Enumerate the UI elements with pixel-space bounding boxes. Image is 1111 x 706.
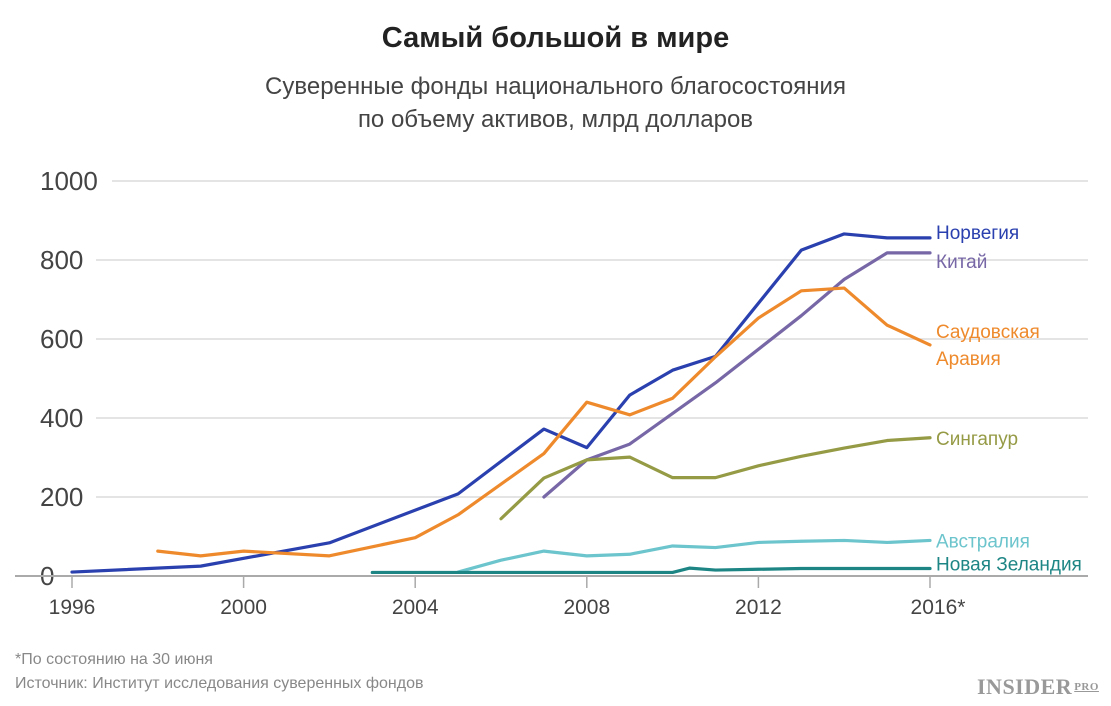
chart-subtitle-line-2: по объему активов, млрд долларов	[357, 106, 754, 133]
x-tick-label: 2016*	[911, 596, 966, 619]
x-tick-label: 2012	[735, 596, 782, 619]
series-label: Норвегия	[936, 223, 1019, 244]
y-tick-label: 800	[40, 245, 83, 275]
footnote: *По состоянию на 30 июня	[15, 651, 213, 668]
y-tick-label: 600	[40, 324, 83, 354]
series-label: Китай	[936, 252, 987, 273]
x-tick-label: 2004	[392, 596, 439, 619]
source-note: Источник: Институт исследования суверенн…	[15, 675, 424, 692]
series-label: Саудовская	[936, 322, 1040, 343]
x-tick-label: 2008	[563, 596, 610, 619]
y-tick-label: 1000	[40, 166, 98, 196]
x-tick-label: 2000	[220, 596, 267, 619]
chart-subtitle-line-1: Суверенные фонды национального благосост…	[265, 73, 846, 100]
series-line-5	[370, 566, 932, 575]
series-label: Новая Зеландия	[936, 554, 1082, 575]
y-tick-label: 200	[40, 482, 83, 512]
y-tick-label: 400	[40, 403, 83, 433]
series-label: Сингапур	[936, 429, 1018, 450]
series-label: Австралия	[936, 531, 1030, 552]
x-tick-label: 1996	[49, 596, 96, 619]
series-label: Аравия	[936, 349, 1001, 370]
chart-title: Самый большой в мире	[381, 22, 730, 54]
insider-pro-logo: INSIDER PRO	[977, 674, 1099, 699]
series-line-1	[542, 251, 932, 499]
series-line-2	[156, 286, 932, 558]
series-line-4	[456, 538, 932, 574]
series-line-0	[70, 232, 932, 574]
